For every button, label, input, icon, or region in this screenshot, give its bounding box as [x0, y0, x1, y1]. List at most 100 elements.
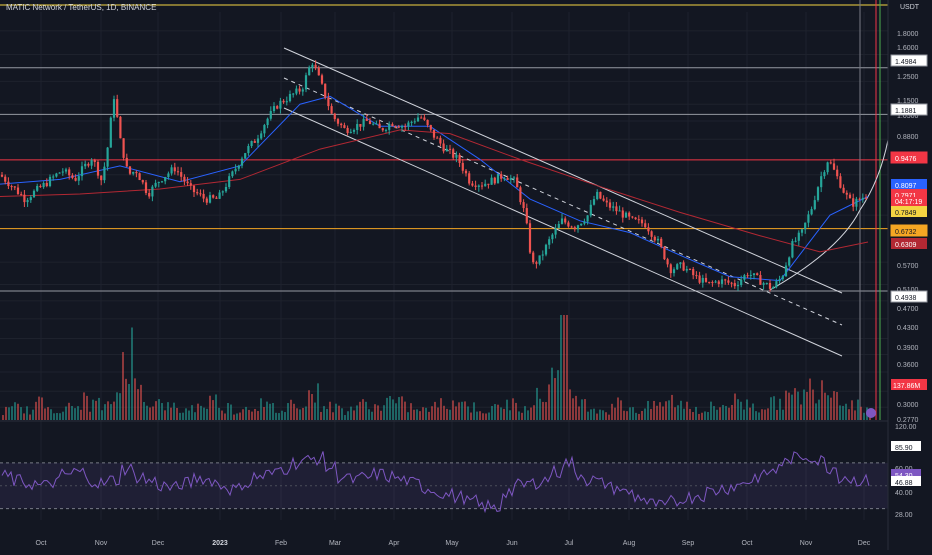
candle — [528, 223, 532, 253]
candle — [464, 170, 468, 174]
candle — [564, 218, 567, 223]
candle — [656, 238, 660, 241]
volume-bar — [671, 394, 673, 420]
volume-bar — [497, 404, 499, 420]
candle — [343, 125, 346, 128]
volume-bar — [272, 402, 274, 420]
candle — [196, 192, 199, 194]
volume-bar — [215, 394, 217, 420]
volume-tag — [891, 379, 927, 390]
volume-bar — [47, 407, 49, 420]
candle — [356, 124, 359, 130]
volume-bar — [266, 401, 268, 420]
symbol-title: MATIC Network / TetherUS, 1D, BINANCE — [6, 3, 157, 12]
candle — [29, 197, 32, 201]
volume-bar — [56, 412, 58, 420]
candle — [784, 265, 788, 277]
volume-bar — [347, 411, 349, 420]
candle — [525, 208, 528, 224]
volume-bar — [413, 409, 415, 420]
volume-bar — [263, 407, 265, 420]
volume-bar — [665, 401, 667, 420]
candle — [189, 183, 192, 186]
volume-bar — [824, 392, 826, 420]
trend-line — [283, 47, 843, 294]
volume-bar — [830, 397, 832, 420]
volume-bar — [509, 410, 511, 420]
candle — [720, 279, 724, 284]
volume-bar — [530, 407, 532, 420]
volume-bar — [485, 413, 487, 420]
volume-bar — [239, 412, 241, 420]
volume-bar — [5, 406, 7, 420]
price-tick-label: 1.8000 — [897, 31, 919, 38]
volume-bar — [737, 399, 739, 420]
volume-bar — [128, 383, 130, 420]
candle — [400, 126, 404, 128]
volume-bar — [659, 402, 661, 420]
price-tick-label: 1.1500 — [897, 98, 919, 105]
candle — [858, 198, 861, 200]
candle — [653, 236, 656, 241]
time-tick-label: Dec — [152, 540, 165, 547]
trend-line — [283, 107, 843, 357]
time-tick-label: Oct — [742, 540, 753, 547]
volume-bar — [392, 399, 394, 420]
candle — [407, 122, 410, 127]
volume-bar — [452, 400, 454, 420]
volume-bar — [116, 392, 118, 420]
candle — [714, 281, 717, 283]
volume-bar — [641, 410, 643, 420]
candle — [445, 148, 448, 152]
volume-bar — [848, 409, 850, 420]
volume-bar — [248, 409, 250, 420]
candle — [170, 167, 173, 174]
candle — [685, 269, 688, 271]
candle — [589, 204, 592, 216]
volume-bar — [614, 407, 616, 420]
volume-bar — [491, 406, 493, 420]
candle — [522, 202, 525, 209]
candle — [301, 89, 304, 92]
price-axis-bg — [888, 0, 932, 550]
candle — [256, 138, 260, 143]
candle — [551, 234, 554, 240]
volume-bar — [605, 412, 607, 420]
candle — [711, 282, 714, 284]
volume-bar — [431, 406, 433, 420]
price-tick-label: 0.3900 — [897, 345, 919, 352]
candle — [215, 197, 218, 199]
volume-bar — [332, 412, 334, 420]
volume-bar — [11, 406, 13, 420]
volume-bar — [698, 413, 700, 420]
candle — [621, 210, 624, 218]
candle — [605, 200, 608, 203]
volume-bar — [455, 406, 457, 420]
volume-bar — [701, 412, 703, 420]
candle — [183, 176, 186, 182]
candle — [688, 269, 692, 271]
candles — [0, 60, 868, 292]
volume-bar — [722, 404, 724, 420]
volume-bar — [506, 399, 508, 420]
candle — [58, 172, 61, 174]
trend-line — [283, 77, 843, 326]
candle — [365, 118, 368, 121]
candle — [330, 106, 333, 114]
candle — [442, 143, 445, 152]
candle — [164, 176, 167, 182]
candle — [167, 173, 170, 177]
volume-bar — [17, 403, 19, 420]
candle — [250, 141, 253, 147]
volume-bar — [779, 398, 781, 420]
candle — [20, 194, 23, 196]
candle — [109, 117, 112, 148]
volume-bar — [743, 409, 745, 420]
volume-bar — [38, 396, 40, 420]
volume-bar — [68, 402, 70, 420]
candle — [80, 166, 84, 177]
level-price-tag — [890, 151, 928, 164]
volume-bar — [785, 390, 787, 420]
